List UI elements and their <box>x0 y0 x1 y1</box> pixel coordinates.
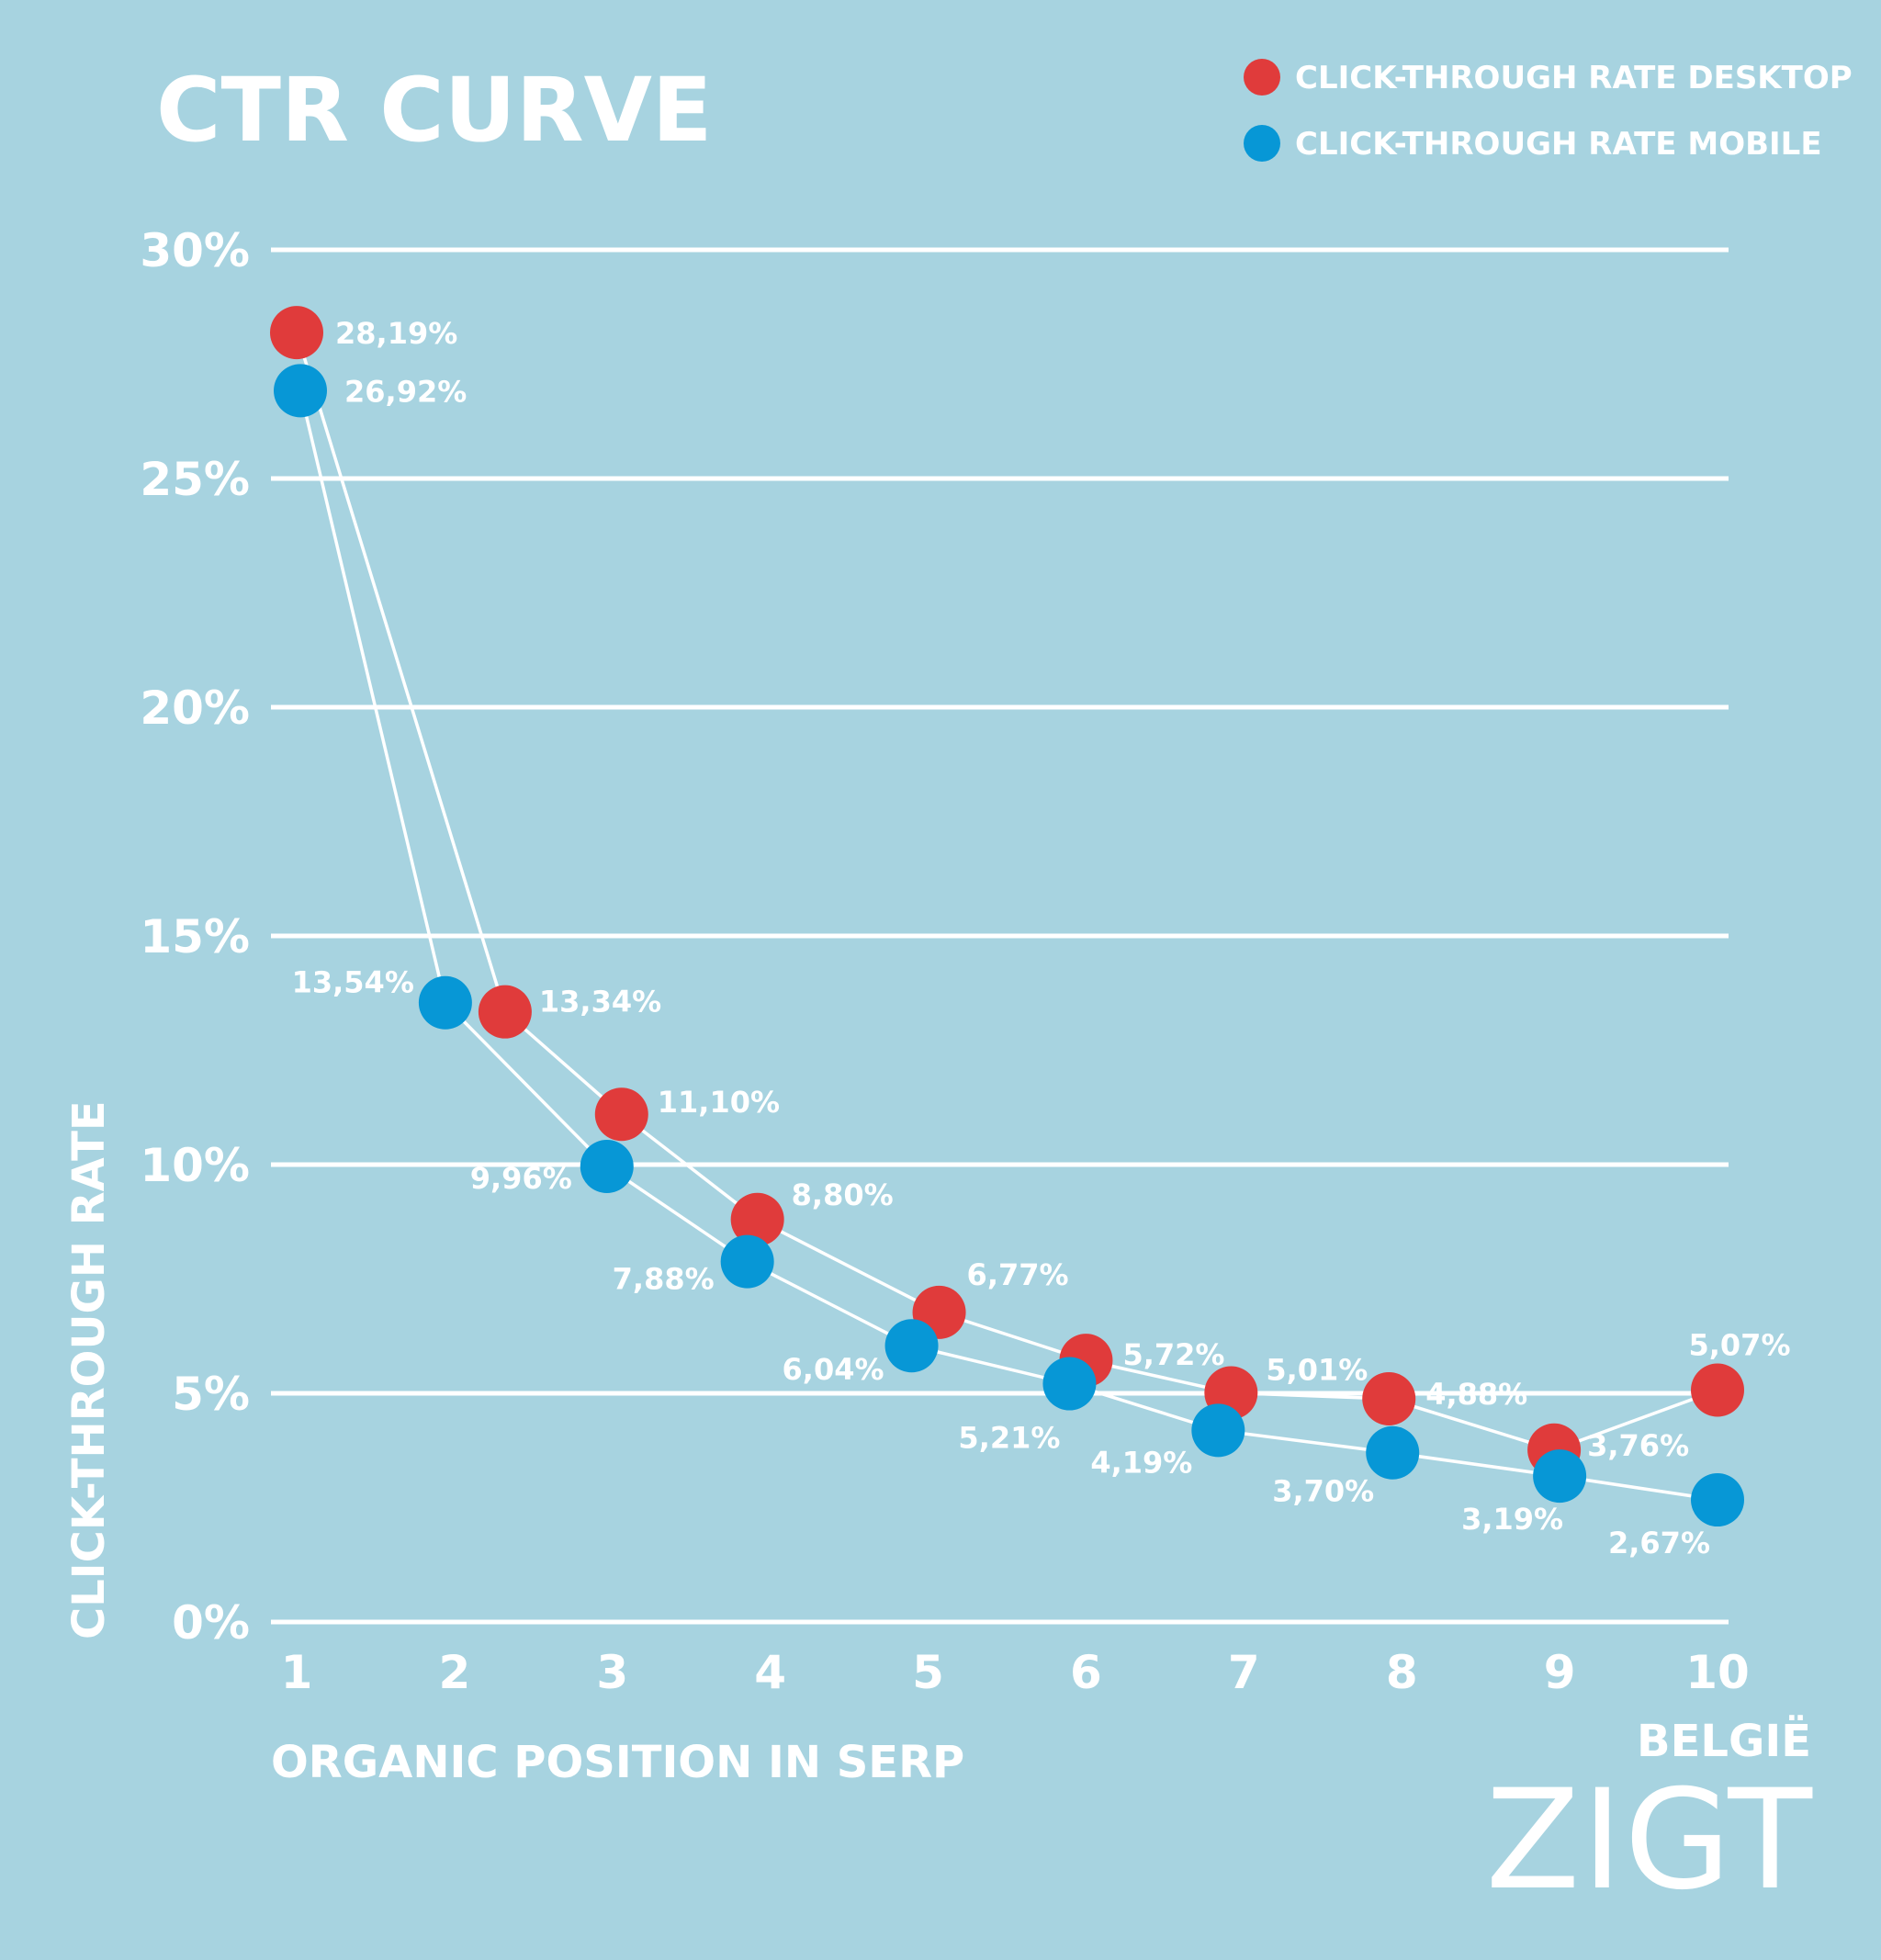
data-point-desktop <box>478 985 532 1039</box>
data-label-desktop: 11,10% <box>658 1085 780 1120</box>
data-point-desktop <box>1362 1371 1416 1425</box>
legend-label-mobile: CLICK-THROUGH RATE MOBILE <box>1295 126 1822 163</box>
x-tick-label: 7 <box>1228 1646 1260 1699</box>
data-label-mobile: 7,88% <box>613 1262 715 1297</box>
x-tick-label: 4 <box>754 1646 786 1699</box>
data-label-desktop: 5,07% <box>1688 1328 1790 1363</box>
legend: CLICK-THROUGH RATE DESKTOP CLICK-THROUGH… <box>1244 59 1853 163</box>
data-point-desktop <box>1691 1363 1744 1417</box>
data-point-mobile <box>274 364 327 418</box>
y-tick-label: 0% <box>172 1596 250 1650</box>
y-tick-label: 15% <box>140 910 250 963</box>
x-axis-ticks: 1 2 3 4 5 6 7 8 9 10 <box>281 1646 1750 1699</box>
x-tick-label: 10 <box>1685 1646 1750 1699</box>
data-label-desktop: 3,76% <box>1587 1428 1689 1463</box>
data-point-mobile <box>1366 1425 1420 1480</box>
x-tick-label: 5 <box>912 1646 944 1699</box>
x-tick-label: 9 <box>1544 1646 1576 1699</box>
data-label-mobile: 3,70% <box>1272 1474 1374 1509</box>
gridlines <box>271 247 1729 1625</box>
series-markers <box>270 306 1744 1527</box>
y-axis-label: CLICK-THROUGH RATE <box>63 1100 115 1639</box>
series-line-mobile <box>298 389 1718 1502</box>
data-point-desktop <box>270 306 323 360</box>
data-label-mobile: 9,96% <box>470 1161 572 1196</box>
data-label-desktop: 5,01% <box>1266 1353 1368 1388</box>
data-point-mobile <box>418 975 472 1030</box>
x-tick-label: 1 <box>281 1646 313 1699</box>
data-label-desktop: 28,19% <box>335 316 457 351</box>
data-label-desktop: 4,88% <box>1425 1377 1527 1412</box>
data-label-mobile: 13,54% <box>292 965 414 1000</box>
series-lines <box>295 332 1718 1502</box>
data-label-mobile: 5,21% <box>958 1421 1060 1456</box>
data-label-mobile: 2,67% <box>1608 1526 1710 1560</box>
data-label-mobile: 4,19% <box>1090 1445 1192 1480</box>
y-tick-label: 30% <box>140 224 250 277</box>
data-label-mobile: 26,92% <box>344 374 467 409</box>
data-label-desktop: 6,77% <box>967 1257 1069 1292</box>
brand-logo: ZIGT <box>1485 1761 1814 1921</box>
data-point-mobile <box>1533 1449 1587 1504</box>
legend-swatch-mobile <box>1244 125 1280 162</box>
data-label-desktop: 8,80% <box>792 1177 894 1212</box>
data-point-mobile <box>720 1234 774 1289</box>
data-point-mobile <box>580 1139 634 1193</box>
data-point-mobile <box>1191 1403 1245 1458</box>
data-label-mobile: 3,19% <box>1461 1502 1563 1537</box>
chart-title: CTR CURVE <box>156 59 712 162</box>
y-axis-ticks: 0% 5% 10% 15% 20% 25% 30% <box>140 224 250 1650</box>
y-tick-label: 5% <box>172 1368 250 1421</box>
y-tick-label: 25% <box>140 453 250 506</box>
x-axis-label: ORGANIC POSITION IN SERP <box>271 1737 964 1788</box>
x-tick-label: 3 <box>596 1646 628 1699</box>
series-line-desktop <box>295 332 1718 1452</box>
data-label-mobile: 6,04% <box>783 1352 884 1387</box>
y-tick-label: 20% <box>140 681 250 735</box>
data-point-mobile <box>884 1319 939 1373</box>
legend-swatch-desktop <box>1244 59 1280 96</box>
y-tick-label: 10% <box>140 1139 250 1192</box>
x-tick-label: 2 <box>438 1646 470 1699</box>
data-labels: 28,19% 13,34% 11,10% 8,80% 6,77% 5,72% 5,01% 4,… <box>292 316 1791 1560</box>
data-point-desktop <box>730 1192 784 1246</box>
data-label-desktop: 5,72% <box>1122 1337 1224 1372</box>
x-tick-label: 8 <box>1386 1646 1418 1699</box>
data-point-desktop <box>594 1087 648 1142</box>
data-point-mobile <box>1042 1357 1097 1411</box>
data-label-desktop: 13,34% <box>539 985 661 1019</box>
x-tick-label: 6 <box>1070 1646 1102 1699</box>
data-point-mobile <box>1691 1473 1744 1527</box>
brand-region: BELGIË <box>1637 1715 1811 1767</box>
legend-label-desktop: CLICK-THROUGH RATE DESKTOP <box>1295 60 1853 96</box>
